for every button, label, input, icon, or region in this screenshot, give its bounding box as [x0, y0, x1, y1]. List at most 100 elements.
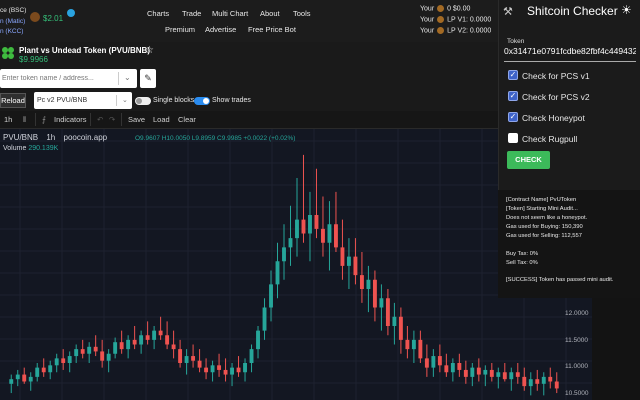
network-matic[interactable]: n (Matic) — [0, 18, 26, 25]
telegram-icon[interactable] — [67, 9, 75, 17]
result-line: [SUCCESS] Token has passed mini audit. — [506, 277, 614, 283]
candle-body — [528, 379, 533, 387]
candle-body — [301, 219, 306, 234]
search-divider — [118, 72, 119, 85]
candle-body — [74, 349, 79, 357]
toolbar-divider — [90, 113, 91, 126]
candle-body — [450, 363, 455, 373]
candle-body — [132, 339, 137, 345]
candle-body — [457, 363, 462, 370]
poocoin-price: $2.01 — [43, 14, 64, 23]
candle-body — [54, 358, 59, 366]
rugpull-checkbox[interactable]: ✓ — [508, 133, 518, 143]
pcs-v2-checkbox[interactable]: ✓ — [508, 91, 518, 101]
candle-body — [366, 279, 371, 289]
pcs-v1-checkbox[interactable]: ✓ — [508, 70, 518, 80]
chart-legend: PVU/BNB 1h poocoin.app — [3, 133, 107, 142]
candle-body — [502, 372, 507, 380]
wallet-lp-v1: Your LP V1: 0.0000 — [420, 16, 491, 23]
candle-body — [145, 335, 150, 340]
candle-body — [418, 339, 423, 359]
network-kcc[interactable]: n (KCC) — [0, 28, 24, 35]
candle-body — [398, 316, 403, 340]
token-logo-icon — [2, 47, 14, 59]
check-button[interactable]: CHECK — [507, 151, 550, 169]
candle-body — [22, 374, 27, 382]
candle-body — [483, 369, 488, 375]
legend-source: poocoin.app — [63, 133, 108, 142]
audit-results: [Contract Name] PvUToken [Token] Startin… — [498, 190, 640, 298]
wallet-amount: 0 $0.00 — [447, 5, 471, 13]
candle-body — [437, 356, 442, 366]
candle-body — [197, 360, 202, 368]
honeypot-label: Check Honeypot — [522, 113, 585, 123]
interval-button[interactable]: 1h — [4, 115, 13, 124]
candle-body — [470, 367, 475, 377]
volume-legend: Volume 290.139K — [3, 145, 58, 152]
candle-body — [165, 335, 170, 345]
nav-tools[interactable]: Tools — [293, 9, 311, 18]
redo-icon[interactable]: ↷ — [109, 115, 116, 124]
candle-body — [463, 369, 468, 377]
honeypot-checkbox[interactable]: ✓ — [508, 112, 518, 122]
indicators-button[interactable]: Indicators — [54, 115, 87, 124]
wallet-label: Your — [420, 16, 435, 24]
toolbar-divider — [121, 113, 122, 126]
candle-body — [35, 367, 40, 377]
token-search[interactable]: ⌄ — [0, 69, 137, 88]
rugpull-label: Check Rugpull — [522, 134, 578, 144]
candle-body — [522, 376, 527, 387]
favorite-star-icon[interactable]: ☆ — [145, 45, 154, 56]
nav-premium[interactable]: Premium — [165, 25, 196, 34]
candle-body — [275, 261, 280, 285]
pair-select[interactable]: Pc v2 PVU/BNB ⌄ — [34, 92, 132, 109]
nav-free-price-bot[interactable]: Free Price Bot — [248, 25, 296, 34]
toolbar-divider — [35, 113, 36, 126]
token-name: Plant vs Undead Token (PVU/BNB) — [19, 46, 150, 55]
legend-ohlc: O9.9607 H10.0050 L9.8959 C9.9985 +0.0022… — [135, 135, 296, 142]
candle-body — [327, 224, 332, 243]
undo-icon[interactable]: ↶ — [97, 115, 104, 124]
nav-multi-chart[interactable]: Multi Chart — [212, 9, 249, 18]
chevron-down-icon[interactable]: ⌄ — [122, 97, 128, 104]
token-search-input[interactable] — [0, 69, 119, 88]
nav-advertise[interactable]: Advertise — [205, 25, 237, 34]
candle-body — [340, 247, 345, 266]
candle-body — [385, 298, 390, 326]
poocoin-icon — [30, 12, 40, 22]
candle-body — [100, 351, 105, 361]
price-chart[interactable] — [0, 129, 592, 400]
wallet-label: Your — [420, 5, 435, 13]
legend-interval: 1h — [46, 133, 56, 142]
clear-button[interactable]: Clear — [178, 115, 196, 124]
show-trades-toggle[interactable] — [194, 97, 210, 105]
candle-body — [359, 275, 364, 289]
edit-icon[interactable]: ✎ — [140, 69, 156, 88]
sun-icon[interactable]: ☀ — [621, 3, 632, 17]
network-bsc[interactable]: ce (BSC) — [0, 7, 27, 14]
candle-body — [28, 376, 33, 382]
single-blocks-toggle[interactable] — [135, 97, 151, 105]
nav-trade[interactable]: Trade — [182, 9, 202, 18]
token-address-input[interactable]: 0x31471e0791fcdbe82fbf4c44943255e4 — [504, 46, 636, 62]
y-tick-label: 11.5000 — [565, 337, 589, 344]
candle-body — [509, 372, 514, 380]
candle-body — [262, 307, 267, 331]
load-button[interactable]: Load — [153, 115, 170, 124]
candlestick-chart[interactable] — [0, 129, 592, 400]
candle-body — [171, 344, 176, 350]
result-line: Does not seem like a honeypot. — [506, 215, 588, 221]
wallet-label: Your — [420, 27, 435, 35]
chevron-down-icon[interactable]: ⌄ — [124, 73, 131, 82]
pcs-v2-label: Check for PCS v2 — [522, 92, 590, 102]
result-line: Buy Tax: 0% — [506, 251, 539, 257]
bar-style-icon[interactable]: ⫴ — [23, 115, 27, 124]
save-button[interactable]: Save — [128, 115, 146, 124]
chart-toolbar — [0, 111, 498, 129]
candle-body — [204, 367, 209, 373]
candle-body — [139, 335, 144, 345]
nav-about[interactable]: About — [260, 9, 280, 18]
nav-charts[interactable]: Charts — [147, 9, 170, 18]
candle-body — [288, 238, 293, 248]
reload-button[interactable]: Reload — [0, 93, 26, 108]
